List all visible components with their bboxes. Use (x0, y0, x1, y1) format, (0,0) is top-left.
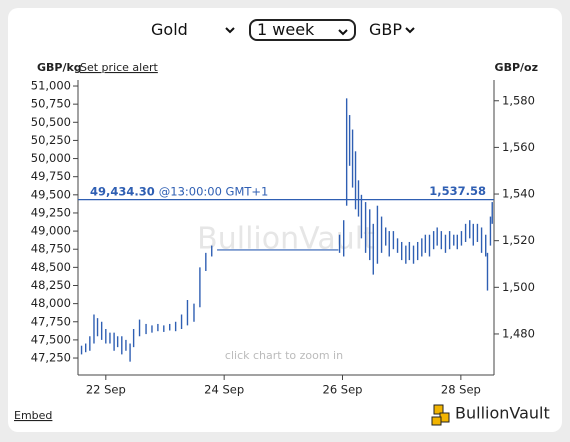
chevron (405, 27, 415, 34)
metal-select[interactable]: Gold (145, 19, 241, 41)
y-tick-label: 47,250 (31, 351, 71, 365)
y-tick-label: 49,500 (31, 187, 71, 201)
zoom-hint: click chart to zoom in (225, 349, 343, 362)
y2-tick-label: 1,480 (502, 326, 535, 340)
brand: BullionVault (455, 404, 550, 423)
y-tick-label: 48,000 (31, 296, 71, 310)
metal-value: Gold (151, 20, 188, 39)
y-tick-label: 49,750 (31, 169, 71, 183)
y2-tick-label: 1,540 (502, 187, 535, 201)
y-tick-label: 47,500 (31, 332, 71, 346)
currency-value: GBP (369, 20, 403, 39)
y2-tick-label: 1,500 (502, 280, 535, 294)
y-tick-label: 47,750 (31, 314, 71, 328)
embed-link[interactable]: Embed (14, 409, 52, 422)
current-price-label: 49,434.30 @13:00:00 GMT+1 (90, 184, 268, 198)
chevron (225, 27, 235, 34)
y-tick-label: 50,500 (31, 115, 71, 129)
x-tick-label: 22 Sep (86, 383, 126, 397)
alert-link[interactable]: Set price alert (80, 61, 159, 74)
y2-tick-label: 1,560 (502, 140, 535, 154)
logo-icon (433, 404, 444, 415)
currency-select[interactable]: GBP (363, 19, 421, 41)
x-tick-label: 26 Sep (323, 383, 363, 397)
period-select[interactable]: 1 week (249, 19, 356, 41)
panel (8, 8, 562, 432)
y-tick-label: 48,250 (31, 278, 71, 292)
chevron (338, 29, 348, 36)
x-tick-label: 24 Sep (204, 383, 244, 397)
y-tick-label: 50,250 (31, 133, 71, 147)
y-axis-label: GBP/kg (37, 61, 82, 74)
y-tick-label: 48,750 (31, 242, 71, 256)
y2-axis-label: GBP/oz (495, 61, 538, 74)
logo-icon (431, 416, 442, 426)
y2-tick-label: 1,520 (502, 233, 535, 247)
y-tick-label: 49,000 (31, 224, 71, 238)
watermark: BullionVault (197, 222, 375, 257)
y-tick-label: 48,500 (31, 260, 71, 274)
y-tick-label: 50,000 (31, 151, 71, 165)
x-tick-label: 28 Sep (441, 383, 481, 397)
period-value: 1 week (257, 20, 315, 39)
y-tick-label: 51,000 (31, 79, 71, 93)
y-tick-label: 50,750 (31, 97, 71, 111)
current-price-value: 49,434.30 (90, 184, 155, 198)
current-price-oz: 1,537.58 (429, 184, 486, 198)
y-tick-label: 49,250 (31, 205, 71, 219)
logo: BullionVault (431, 404, 550, 426)
y2-tick-label: 1,580 (502, 93, 535, 107)
current-price-time: @13:00:00 GMT+1 (159, 184, 269, 198)
